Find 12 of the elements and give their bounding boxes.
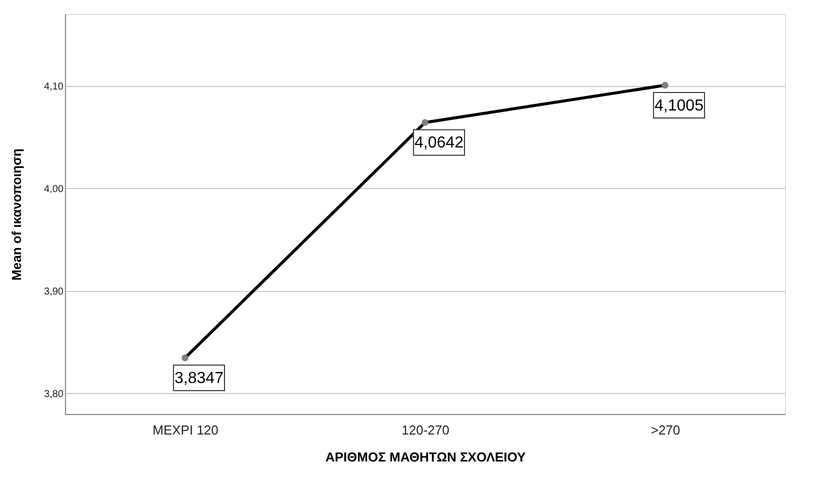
x-axis-title: ΑΡΙΘΜΟΣ ΜΑΘΗΤΩΝ ΣΧΟΛΕΙΟΥ bbox=[325, 450, 526, 464]
y-tick-label: 3,90 bbox=[44, 286, 64, 298]
x-tick-label: >270 bbox=[650, 422, 680, 438]
data-label: 4,0642 bbox=[414, 134, 464, 152]
data-label: 3,8347 bbox=[174, 370, 224, 387]
y-tick-label: 3,80 bbox=[44, 388, 64, 400]
x-tick-label: ΜΕΧΡΙ 120 bbox=[152, 422, 218, 438]
y-tick-label: 4,00 bbox=[44, 184, 64, 195]
y-tick-label: 4,10 bbox=[44, 81, 64, 92]
y-axis-title: Mean of ικανοποιηση bbox=[9, 148, 24, 280]
data-label: 4,1005 bbox=[654, 97, 704, 114]
x-tick-label: 120-270 bbox=[402, 422, 450, 438]
